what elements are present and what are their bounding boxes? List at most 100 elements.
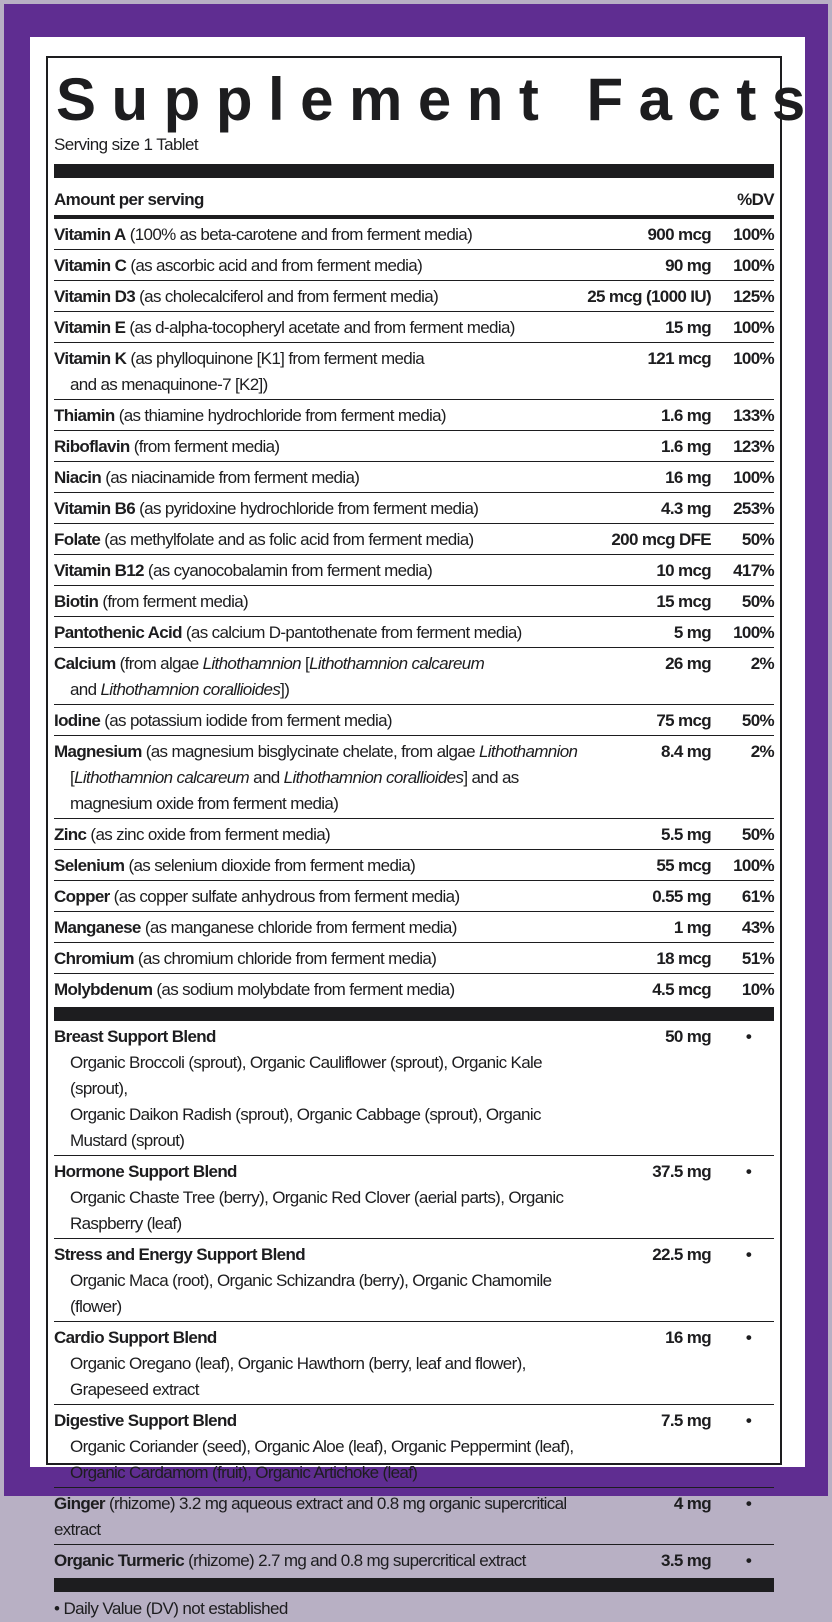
description-text: (as sodium molybdate from ferment media) [152, 980, 455, 999]
amount: 1.6 mg [661, 406, 712, 425]
ingredient-name: Molybdenum [54, 980, 153, 999]
description-text: Organic Broccoli (sprout), Organic Cauli… [70, 1053, 543, 1098]
description-line: Folate (as methylfolate and as folic aci… [54, 527, 581, 553]
description-text: (from ferment media) [129, 437, 280, 456]
description-line: Selenium (as selenium dioxide from ferme… [54, 853, 581, 879]
daily-value: • [745, 1411, 752, 1430]
ingredient-name: Calcium [54, 654, 116, 673]
ingredient-name: Organic Turmeric [54, 1551, 185, 1570]
ingredient-name: Vitamin D3 [54, 287, 136, 306]
description-line: Iodine (as potassium iodide from ferment… [54, 708, 581, 734]
nutrient-row: Biotin (from ferment media) 15 mcg 50% [54, 586, 775, 617]
description-text: Organic Chaste Tree (berry), Organic Red… [70, 1188, 564, 1233]
daily-value: 43% [741, 918, 775, 937]
amount: 16 mg [665, 1328, 712, 1347]
amount: 3.5 mg [661, 1551, 712, 1570]
nutrient-row: Vitamin D3 (as cholecalciferol and from … [54, 281, 775, 312]
description-text: and [70, 680, 101, 699]
description-text: [ [300, 654, 310, 673]
nutrient-row: Vitamin B6 (as pyridoxine hydrochloride … [54, 493, 775, 524]
nutrient-row: Folate (as methylfolate and as folic aci… [54, 524, 775, 555]
ingredient-description: Molybdenum (as sodium molybdate from fer… [54, 977, 581, 1003]
description-text: (as d-alpha-tocopheryl acetate and from … [125, 318, 515, 337]
ingredient-description: Digestive Support Blend Organic Coriander… [54, 1408, 581, 1486]
ingredient-description: Folate (as methylfolate and as folic aci… [54, 527, 581, 553]
description-text: ] and as [463, 768, 519, 787]
ingredient-description: Zinc (as zinc oxide from ferment media) [54, 822, 581, 848]
ingredient-name: Vitamin A [54, 225, 126, 244]
ingredient-name: Iodine [54, 711, 101, 730]
italic-text: Lithothamnion corallioides [283, 768, 464, 787]
description-text: and [249, 768, 284, 787]
amount: 15 mcg [656, 592, 711, 611]
amount: 18 mcg [656, 949, 711, 968]
amount: 0.55 mg [652, 887, 711, 906]
daily-value: 100% [733, 225, 775, 244]
description-line: Organic Daikon Radish (sprout), Organic … [54, 1102, 581, 1154]
ingredient-name: Vitamin B12 [54, 561, 145, 580]
amount: 8.4 mg [661, 742, 712, 761]
ingredient-name: Copper [54, 887, 110, 906]
nutrient-row: Calcium (from algae Lithothamnion [Litho… [54, 648, 775, 705]
amount: 7.5 mg [661, 1411, 712, 1430]
nutrient-row: Vitamin K (as phylloquinone [K1] from fe… [54, 343, 775, 400]
description-text: (as phylloquinone [K1] from ferment medi… [126, 349, 425, 368]
nutrient-row: Vitamin E (as d-alpha-tocopheryl acetate… [54, 312, 775, 343]
description-line: Calcium (from algae Lithothamnion [Litho… [54, 651, 581, 677]
ingredient-description: Vitamin B6 (as pyridoxine hydrochloride … [54, 496, 581, 522]
ingredient-description: Cardio Support Blend Organic Oregano (lea… [54, 1325, 581, 1403]
ingredient-description: Thiamin (as thiamine hydrochloride from … [54, 403, 581, 429]
ingredient-name: Cardio Support Blend [54, 1328, 217, 1347]
italic-text: Lithothamnion [202, 654, 302, 673]
amount: 5.5 mg [661, 825, 712, 844]
ingredient-description: Niacin (as niacinamide from ferment medi… [54, 465, 581, 491]
description-line: Biotin (from ferment media) [54, 589, 581, 615]
blend-row: Cardio Support Blend Organic Oregano (lea… [54, 1322, 774, 1405]
daily-value: • [745, 1245, 752, 1264]
description-text: magnesium oxide from ferment media) [70, 794, 339, 813]
description-line: Digestive Support Blend [54, 1408, 581, 1434]
description-text: (rhizome) 3.2 mg aqueous extract and 0.8… [54, 1494, 567, 1539]
daily-value: 417% [733, 561, 775, 580]
ingredient-name: Niacin [54, 468, 102, 487]
blend-row: Hormone Support Blend Organic Chaste Tree… [54, 1156, 774, 1239]
daily-value: 50% [741, 530, 775, 549]
column-header: Amount per serving %DV [54, 187, 775, 213]
amount: 15 mg [665, 318, 712, 337]
description-text: Organic Coriander (seed), Organic Aloe (… [70, 1437, 574, 1456]
ingredient-name: Chromium [54, 949, 134, 968]
nutrient-row: Magnesium (as magnesium bisglycinate che… [54, 736, 775, 819]
ingredient-name: Biotin [54, 592, 99, 611]
ingredient-name: Vitamin B6 [54, 499, 136, 518]
ingredient-description: Stress and Energy Support Blend Organic M… [54, 1242, 581, 1320]
blend-row: Organic Turmeric (rhizome) 2.7 mg and 0.… [54, 1545, 774, 1575]
dv-header: %DV [737, 190, 775, 209]
daily-value: 100% [733, 856, 775, 875]
description-text: Organic Cardamom (fruit), Organic Artich… [70, 1463, 418, 1482]
ingredient-description: Pantothenic Acid (as calcium D-pantothen… [54, 620, 581, 646]
ingredient-description: Vitamin K (as phylloquinone [K1] from fe… [54, 346, 581, 398]
description-text: (as methylfolate and as folic acid from … [100, 530, 474, 549]
nutrient-row: Riboflavin (from ferment media) 1.6 mg 123… [54, 431, 775, 462]
amount: 1.6 mg [661, 437, 712, 456]
description-line: Molybdenum (as sodium molybdate from fer… [54, 977, 581, 1003]
description-text: (as cholecalciferol and from ferment med… [135, 287, 439, 306]
amount: 121 mcg [647, 349, 712, 368]
ingredient-name: Vitamin E [54, 318, 126, 337]
ingredient-description: Organic Turmeric (rhizome) 2.7 mg and 0.… [54, 1548, 581, 1574]
description-line: Chromium (as chromium chloride from ferm… [54, 946, 581, 972]
nutrient-row: Iodine (as potassium iodide from ferment… [54, 705, 775, 736]
daily-value: 50% [741, 592, 775, 611]
daily-value: 253% [733, 499, 775, 518]
ingredient-name: Zinc [54, 825, 87, 844]
amount: 4.5 mcg [652, 980, 711, 999]
ingredient-name: Ginger [54, 1494, 106, 1513]
description-line: Organic Oregano (leaf), Organic Hawthorn… [54, 1351, 581, 1403]
ingredient-description: Manganese (as manganese chloride from fe… [54, 915, 581, 941]
description-text: Organic Daikon Radish (sprout), Organic … [70, 1105, 541, 1150]
ingredient-description: Breast Support Blend Organic Broccoli (sp… [54, 1024, 581, 1154]
nutrient-row: Zinc (as zinc oxide from ferment media) 5… [54, 819, 775, 850]
ingredient-description: Chromium (as chromium chloride from ferm… [54, 946, 581, 972]
amount: 75 mcg [656, 711, 711, 730]
blend-row: Digestive Support Blend Organic Coriander… [54, 1405, 774, 1488]
